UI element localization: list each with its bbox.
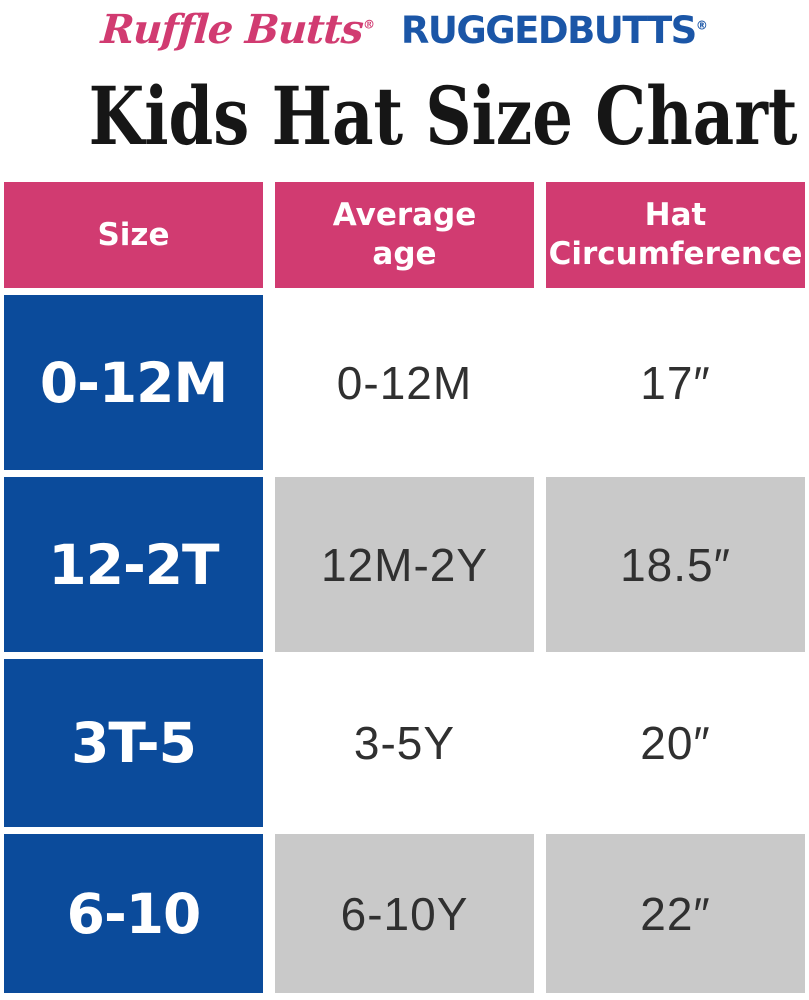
- registered-mark: ®: [362, 17, 376, 32]
- size-cell: 0-12M: [4, 295, 263, 470]
- circumference-cell: 18.5″: [546, 477, 805, 652]
- brand-logos: Ruffle Butts® RUGGEDBUTTS®: [0, 0, 809, 60]
- ruggedbutts-logo: RUGGEDBUTTS®: [401, 12, 708, 49]
- age-cell: 12M-2Y: [275, 477, 534, 652]
- circumference-cell: 22″: [546, 834, 805, 993]
- rufflebutts-logo-text: Ruffle Butts: [99, 6, 365, 53]
- size-cell: 3T-5: [4, 659, 263, 827]
- circumference-cell: 20″: [546, 659, 805, 827]
- circumference-cell: 17″: [546, 295, 805, 470]
- age-cell: 3-5Y: [275, 659, 534, 827]
- age-cell: 6-10Y: [275, 834, 534, 993]
- size-chart-table: Size Average age Hat Circumference 0-12M…: [4, 182, 805, 993]
- rufflebutts-logo: Ruffle Butts®: [100, 6, 376, 53]
- col-header-size: Size: [4, 182, 263, 288]
- age-cell: 0-12M: [275, 295, 534, 470]
- col-header-hat-circumference: Hat Circumference: [546, 182, 805, 288]
- col-header-size-label: Size: [97, 216, 170, 253]
- ruggedbutts-logo-text: RUGGEDBUTTS: [400, 9, 697, 52]
- registered-mark: ®: [695, 18, 708, 33]
- col-header-average-age: Average age: [275, 182, 534, 288]
- col-header-average-age-label: Average age: [332, 197, 477, 272]
- col-header-hat-circumference-label: Hat Circumference: [548, 197, 803, 272]
- size-cell: 12-2T: [4, 477, 263, 652]
- page-title-text: Kids Hat Size Chart: [88, 69, 798, 163]
- size-cell: 6-10: [4, 834, 263, 993]
- page-title: Kids Hat Size Chart: [0, 70, 809, 162]
